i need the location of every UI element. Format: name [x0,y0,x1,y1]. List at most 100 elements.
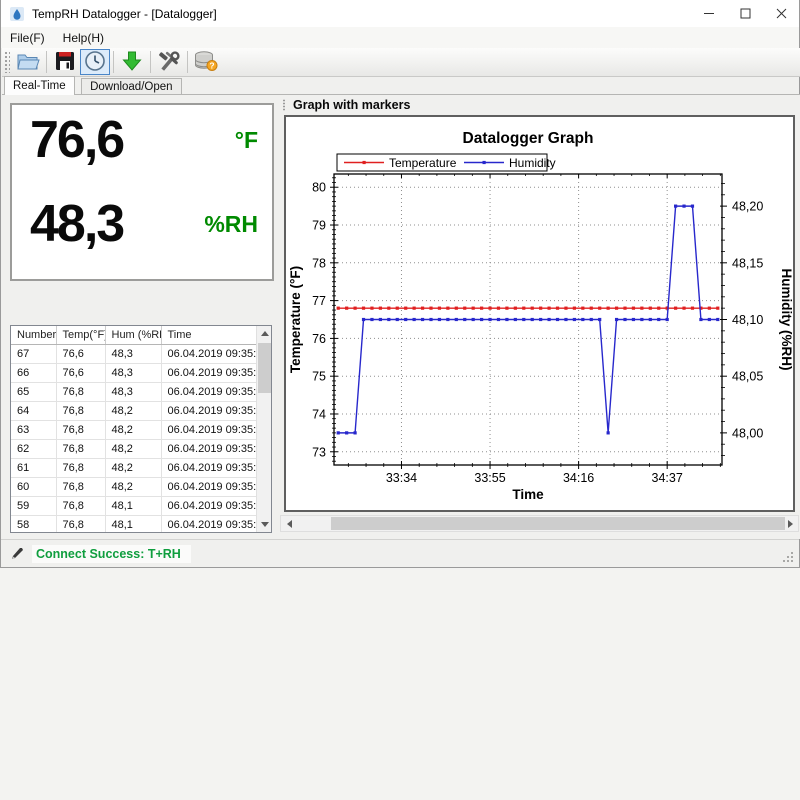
table-cell: 06.04.2019 09:35:12 [161,515,257,533]
table-cell: 06.04.2019 09:35:23 [161,420,257,439]
table-row[interactable]: 6176,848,206.04.2019 09:35:18 [11,458,257,477]
statusbar: Connect Success: T+RH [1,539,799,567]
table-cell: 67 [11,344,56,363]
svg-text:48,00: 48,00 [732,426,763,440]
table-scrollbar[interactable] [256,326,271,532]
window-title: TempRH Datalogger - [Datalogger] [32,7,217,21]
svg-text:76: 76 [312,332,326,346]
scrollbar-thumb[interactable] [258,343,271,393]
table-cell: 64 [11,401,56,420]
table-cell: 58 [11,515,56,533]
table-cell: 76,8 [56,382,105,401]
table-cell: 48,1 [105,496,161,515]
arrow-left-icon [287,520,292,528]
table-row[interactable]: 5876,848,106.04.2019 09:35:12 [11,515,257,533]
tab-download-open[interactable]: Download/Open [81,78,181,96]
table-cell: 48,3 [105,382,161,401]
table-row[interactable]: 6476,848,206.04.2019 09:35:25 [11,401,257,420]
table-cell: 61 [11,458,56,477]
svg-text:74: 74 [312,407,326,421]
svg-text:79: 79 [312,219,326,233]
svg-text:Humidity (%RH): Humidity (%RH) [779,269,793,371]
table-cell: 76,6 [56,344,105,363]
panel-grip[interactable] [282,99,286,111]
table-row[interactable]: 6276,848,206.04.2019 09:35:21 [11,439,257,458]
svg-text:?: ? [209,60,214,70]
minimize-button[interactable] [691,0,727,27]
table-cell: 06.04.2019 09:35:31 [161,344,257,363]
svg-text:77: 77 [312,294,326,308]
svg-text:48,20: 48,20 [732,200,763,214]
col-humidity[interactable]: Hum (%RH) [105,326,161,344]
clock-icon [84,50,106,75]
graph-panel-header: Graph with markers [282,97,410,113]
table-row[interactable]: 6076,848,206.04.2019 09:35:16 [11,477,257,496]
menu-file[interactable]: File(F) [1,29,54,47]
arrow-up-icon [261,331,269,336]
download-button[interactable] [117,49,147,75]
table-row[interactable]: 6376,848,206.04.2019 09:35:23 [11,420,257,439]
table-cell: 65 [11,382,56,401]
col-temp[interactable]: Temp(°F) [56,326,105,344]
live-readout-panel: 76,6 °F 48,3 %RH [10,103,274,281]
scroll-up-button[interactable] [257,326,272,341]
open-file-button[interactable] [13,49,43,75]
svg-text:48,05: 48,05 [732,370,763,384]
humidity-value: 48,3 [30,197,123,252]
svg-text:Temperature: Temperature [389,156,457,170]
realtime-clock-button[interactable] [80,49,110,75]
toolbar-separator [46,51,47,73]
settings-tools-button[interactable] [154,49,184,75]
database-help-icon: ? [193,50,219,75]
table-cell: 66 [11,363,56,382]
svg-text:48,10: 48,10 [732,313,763,327]
resize-grip[interactable] [781,550,795,564]
svg-text:Temperature (°F): Temperature (°F) [288,266,303,373]
table-row[interactable]: 6676,648,306.04.2019 09:35:29 [11,363,257,382]
table-cell: 48,1 [105,515,161,533]
col-time[interactable]: Time [161,326,257,344]
table-cell: 48,3 [105,363,161,382]
table-cell: 06.04.2019 09:35:14 [161,496,257,515]
graph-scrollbar[interactable] [280,515,799,532]
humidity-unit: %RH [204,211,258,238]
close-button[interactable] [763,0,799,27]
scroll-left-button[interactable] [281,516,297,531]
tab-real-time[interactable]: Real-Time [4,76,75,95]
table-cell: 76,8 [56,477,105,496]
table-cell: 48,3 [105,344,161,363]
maximize-button[interactable] [727,0,763,27]
scroll-right-button[interactable] [782,516,798,531]
table-body: 6776,648,306.04.2019 09:35:316676,648,30… [11,344,257,533]
graph-panel: 737475767778798048,0048,0548,1048,1548,2… [284,115,795,512]
app-icon [9,6,25,22]
scroll-down-button[interactable] [257,517,272,532]
datalogger-chart: 737475767778798048,0048,0548,1048,1548,2… [286,117,793,510]
table-cell: 06.04.2019 09:35:25 [161,401,257,420]
table-row[interactable]: 6776,648,306.04.2019 09:35:31 [11,344,257,363]
temperature-value: 76,6 [30,113,123,168]
svg-text:Time: Time [512,487,544,502]
toolbar-grip[interactable] [4,51,10,73]
toolbar-separator [187,51,188,73]
data-query-button[interactable]: ? [191,49,221,75]
app-window: TempRH Datalogger - [Datalogger] File(F)… [0,0,800,568]
table-row[interactable]: 6576,848,306.04.2019 09:35:27 [11,382,257,401]
menu-help[interactable]: Help(H) [54,29,113,47]
svg-text:75: 75 [312,370,326,384]
table-cell: 06.04.2019 09:35:21 [161,439,257,458]
table-row[interactable]: 5976,848,106.04.2019 09:35:14 [11,496,257,515]
save-button[interactable] [50,49,80,75]
svg-text:34:16: 34:16 [563,471,594,485]
scrollbar-thumb[interactable] [331,517,785,530]
col-number[interactable]: Number [11,326,56,344]
svg-text:80: 80 [312,181,326,195]
table-cell: 48,2 [105,420,161,439]
table-cell: 62 [11,439,56,458]
tabstrip: Real-Time Download/Open [2,77,800,95]
arrow-down-icon [261,522,269,527]
table-cell: 48,2 [105,458,161,477]
save-icon [54,50,76,75]
status-message: Connect Success: T+RH [32,545,191,563]
svg-text:48,15: 48,15 [732,256,763,270]
